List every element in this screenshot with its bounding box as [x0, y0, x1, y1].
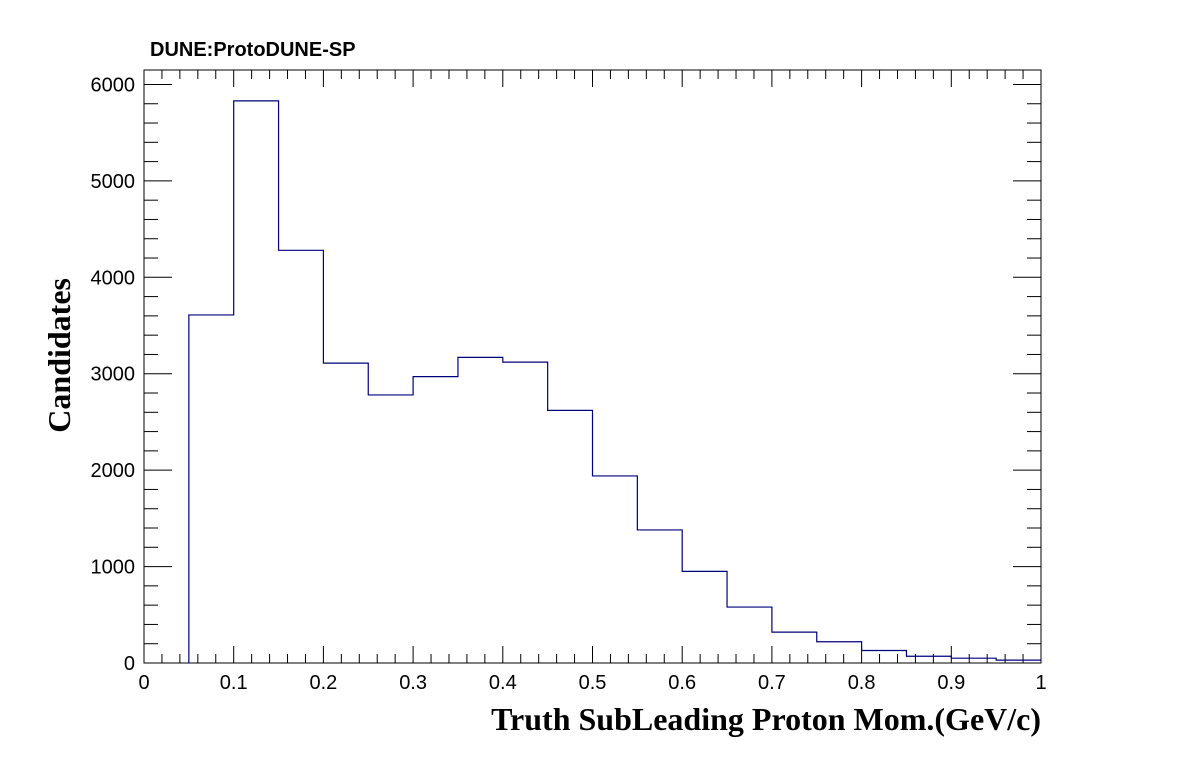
- x-tick-label: 0.5: [579, 672, 607, 694]
- y-tick-label: 1000: [91, 557, 136, 579]
- y-tick-label: 5000: [91, 171, 136, 193]
- histogram-bin: [862, 650, 907, 663]
- histogram-bin: [772, 632, 817, 663]
- y-tick-label: 2000: [91, 460, 136, 482]
- histogram-bin: [727, 607, 772, 663]
- y-tick-label: 6000: [91, 74, 136, 96]
- histogram-bin: [413, 377, 458, 663]
- x-tick-label: 0: [138, 672, 149, 694]
- histogram-bin: [548, 410, 593, 663]
- y-axis-title: Candidates: [41, 278, 77, 433]
- x-tick-label: 0.4: [489, 672, 517, 694]
- y-tick-label: 4000: [91, 267, 136, 289]
- x-tick-label: 0.3: [399, 672, 427, 694]
- histogram-bars: [189, 101, 1041, 663]
- histogram-bin: [189, 315, 234, 663]
- y-tick-label: 3000: [91, 364, 136, 386]
- chart-title: DUNE:ProtoDUNE-SP: [150, 39, 356, 61]
- axis-tick-labels: 0 0.1 0.2 0.3 0.4 0.5 0.6 0.7 0.8 0.9 1 0 1000 2000 30…: [91, 74, 1047, 694]
- histogram-bin: [368, 395, 413, 663]
- x-tick-label: 0.6: [668, 672, 696, 694]
- x-tick-label: 0.7: [758, 672, 786, 694]
- x-tick-label: 0.8: [848, 672, 876, 694]
- histogram-bin: [817, 642, 862, 663]
- histogram-bin: [279, 250, 324, 663]
- histogram-bin: [503, 362, 548, 663]
- y-tick-label: 0: [124, 653, 135, 675]
- x-tick-label: 0.1: [220, 672, 248, 694]
- histogram-bin: [458, 357, 503, 663]
- histogram-bin: [682, 571, 727, 663]
- histogram-outline: [188, 100, 1041, 663]
- x-axis-title: Truth SubLeading Proton Mom.(GeV/c): [491, 701, 1041, 737]
- histogram-bin: [637, 530, 682, 663]
- histogram-bin: [593, 476, 638, 663]
- x-tick-label: 0.2: [309, 672, 337, 694]
- x-tick-label: 1: [1035, 672, 1046, 694]
- x-tick-label: 0.9: [937, 672, 965, 694]
- histogram-bin: [323, 363, 368, 663]
- axis-ticks: [143, 70, 1042, 664]
- histogram-bin: [951, 658, 996, 663]
- histogram-bin: [906, 656, 951, 663]
- histogram-bin: [234, 101, 279, 663]
